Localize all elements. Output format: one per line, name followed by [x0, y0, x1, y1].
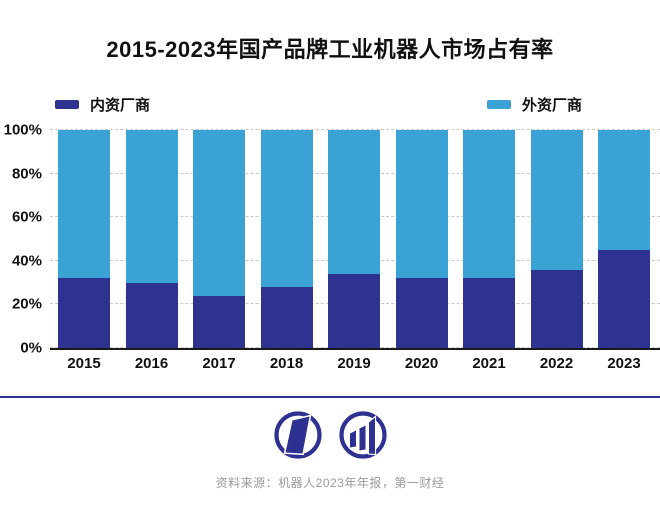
y-axis: 100% 80% 60% 40% 20% 0%	[0, 122, 50, 357]
legend: 内资厂商 外资厂商	[0, 94, 660, 115]
bar-column-2017: 2017	[193, 130, 245, 372]
y-tick-label: 0%	[20, 339, 42, 357]
y-tick-label: 100%	[3, 121, 42, 139]
segment-domestic	[58, 278, 110, 348]
bar-column-2021: 2021	[463, 130, 515, 372]
bar-column-2022: 2022	[530, 130, 583, 372]
x-tick-label: 2017	[202, 355, 236, 372]
bars-container: 2015 2016 2017 2018 2019 2020 2021 2022 2023	[50, 130, 660, 372]
gridline	[50, 129, 660, 130]
legend-item-domestic: 内资厂商	[55, 94, 150, 115]
bar-column-2016: 2016	[125, 130, 178, 372]
segment-foreign	[395, 130, 448, 279]
bar-column-2015: 2015	[58, 130, 110, 372]
plot-area: 2015 2016 2017 2018 2019 2020 2021 2022 2023	[50, 129, 660, 372]
page-title: 2015-2023年国产品牌工业机器人市场占有率	[106, 37, 554, 62]
bar-column-2020: 2020	[395, 130, 448, 372]
x-tick-label: 2022	[539, 355, 574, 372]
footer-divider	[0, 396, 660, 398]
stacked-bar-chart: 100% 80% 60% 40% 20% 0% 2015 2016 2017 2018 2019 2…	[0, 122, 660, 372]
legend-label-foreign: 外资厂商	[521, 97, 582, 114]
bar-column-2023: 2023	[598, 130, 650, 372]
x-tick-label: 2015	[67, 355, 101, 372]
segment-domestic	[530, 269, 583, 348]
x-tick-label: 2020	[404, 355, 439, 372]
segment-foreign	[260, 130, 313, 287]
segment-domestic	[260, 286, 313, 348]
legend-item-foreign: 外资厂商	[486, 94, 582, 115]
bar-column-2019: 2019	[328, 130, 380, 372]
y-tick-label: 20%	[11, 295, 42, 313]
segment-domestic	[598, 249, 650, 348]
y-tick-label: 80%	[11, 165, 42, 183]
segment-foreign	[328, 130, 380, 274]
legend-swatch-domestic	[55, 100, 79, 109]
x-tick-label: 2021	[472, 355, 506, 372]
source-note: 资料来源：机器人2023年年报，第一财经	[215, 476, 445, 490]
yicai-parallelogram-logo-icon	[273, 411, 322, 459]
segment-foreign	[125, 130, 178, 283]
segment-domestic	[463, 278, 515, 348]
brand-logos	[0, 409, 660, 461]
segment-foreign	[58, 130, 110, 279]
segment-domestic	[193, 295, 245, 348]
y-tick-label: 60%	[11, 208, 42, 226]
segment-domestic	[328, 273, 380, 348]
yicai-bars-logo-icon	[338, 411, 387, 459]
x-tick-label: 2019	[337, 355, 371, 372]
segment-domestic	[395, 278, 448, 348]
segment-foreign	[193, 130, 245, 296]
x-tick-label: 2023	[607, 355, 641, 372]
segment-foreign	[463, 130, 515, 279]
segment-domestic	[125, 282, 178, 348]
x-tick-label: 2018	[269, 355, 304, 372]
legend-label-domestic: 内资厂商	[90, 97, 151, 114]
x-tick-label: 2016	[134, 355, 169, 372]
segment-foreign	[530, 130, 583, 270]
segment-foreign	[598, 130, 650, 250]
bar-column-2018: 2018	[260, 130, 313, 372]
legend-swatch-foreign	[486, 100, 511, 109]
y-tick-label: 40%	[11, 252, 42, 270]
